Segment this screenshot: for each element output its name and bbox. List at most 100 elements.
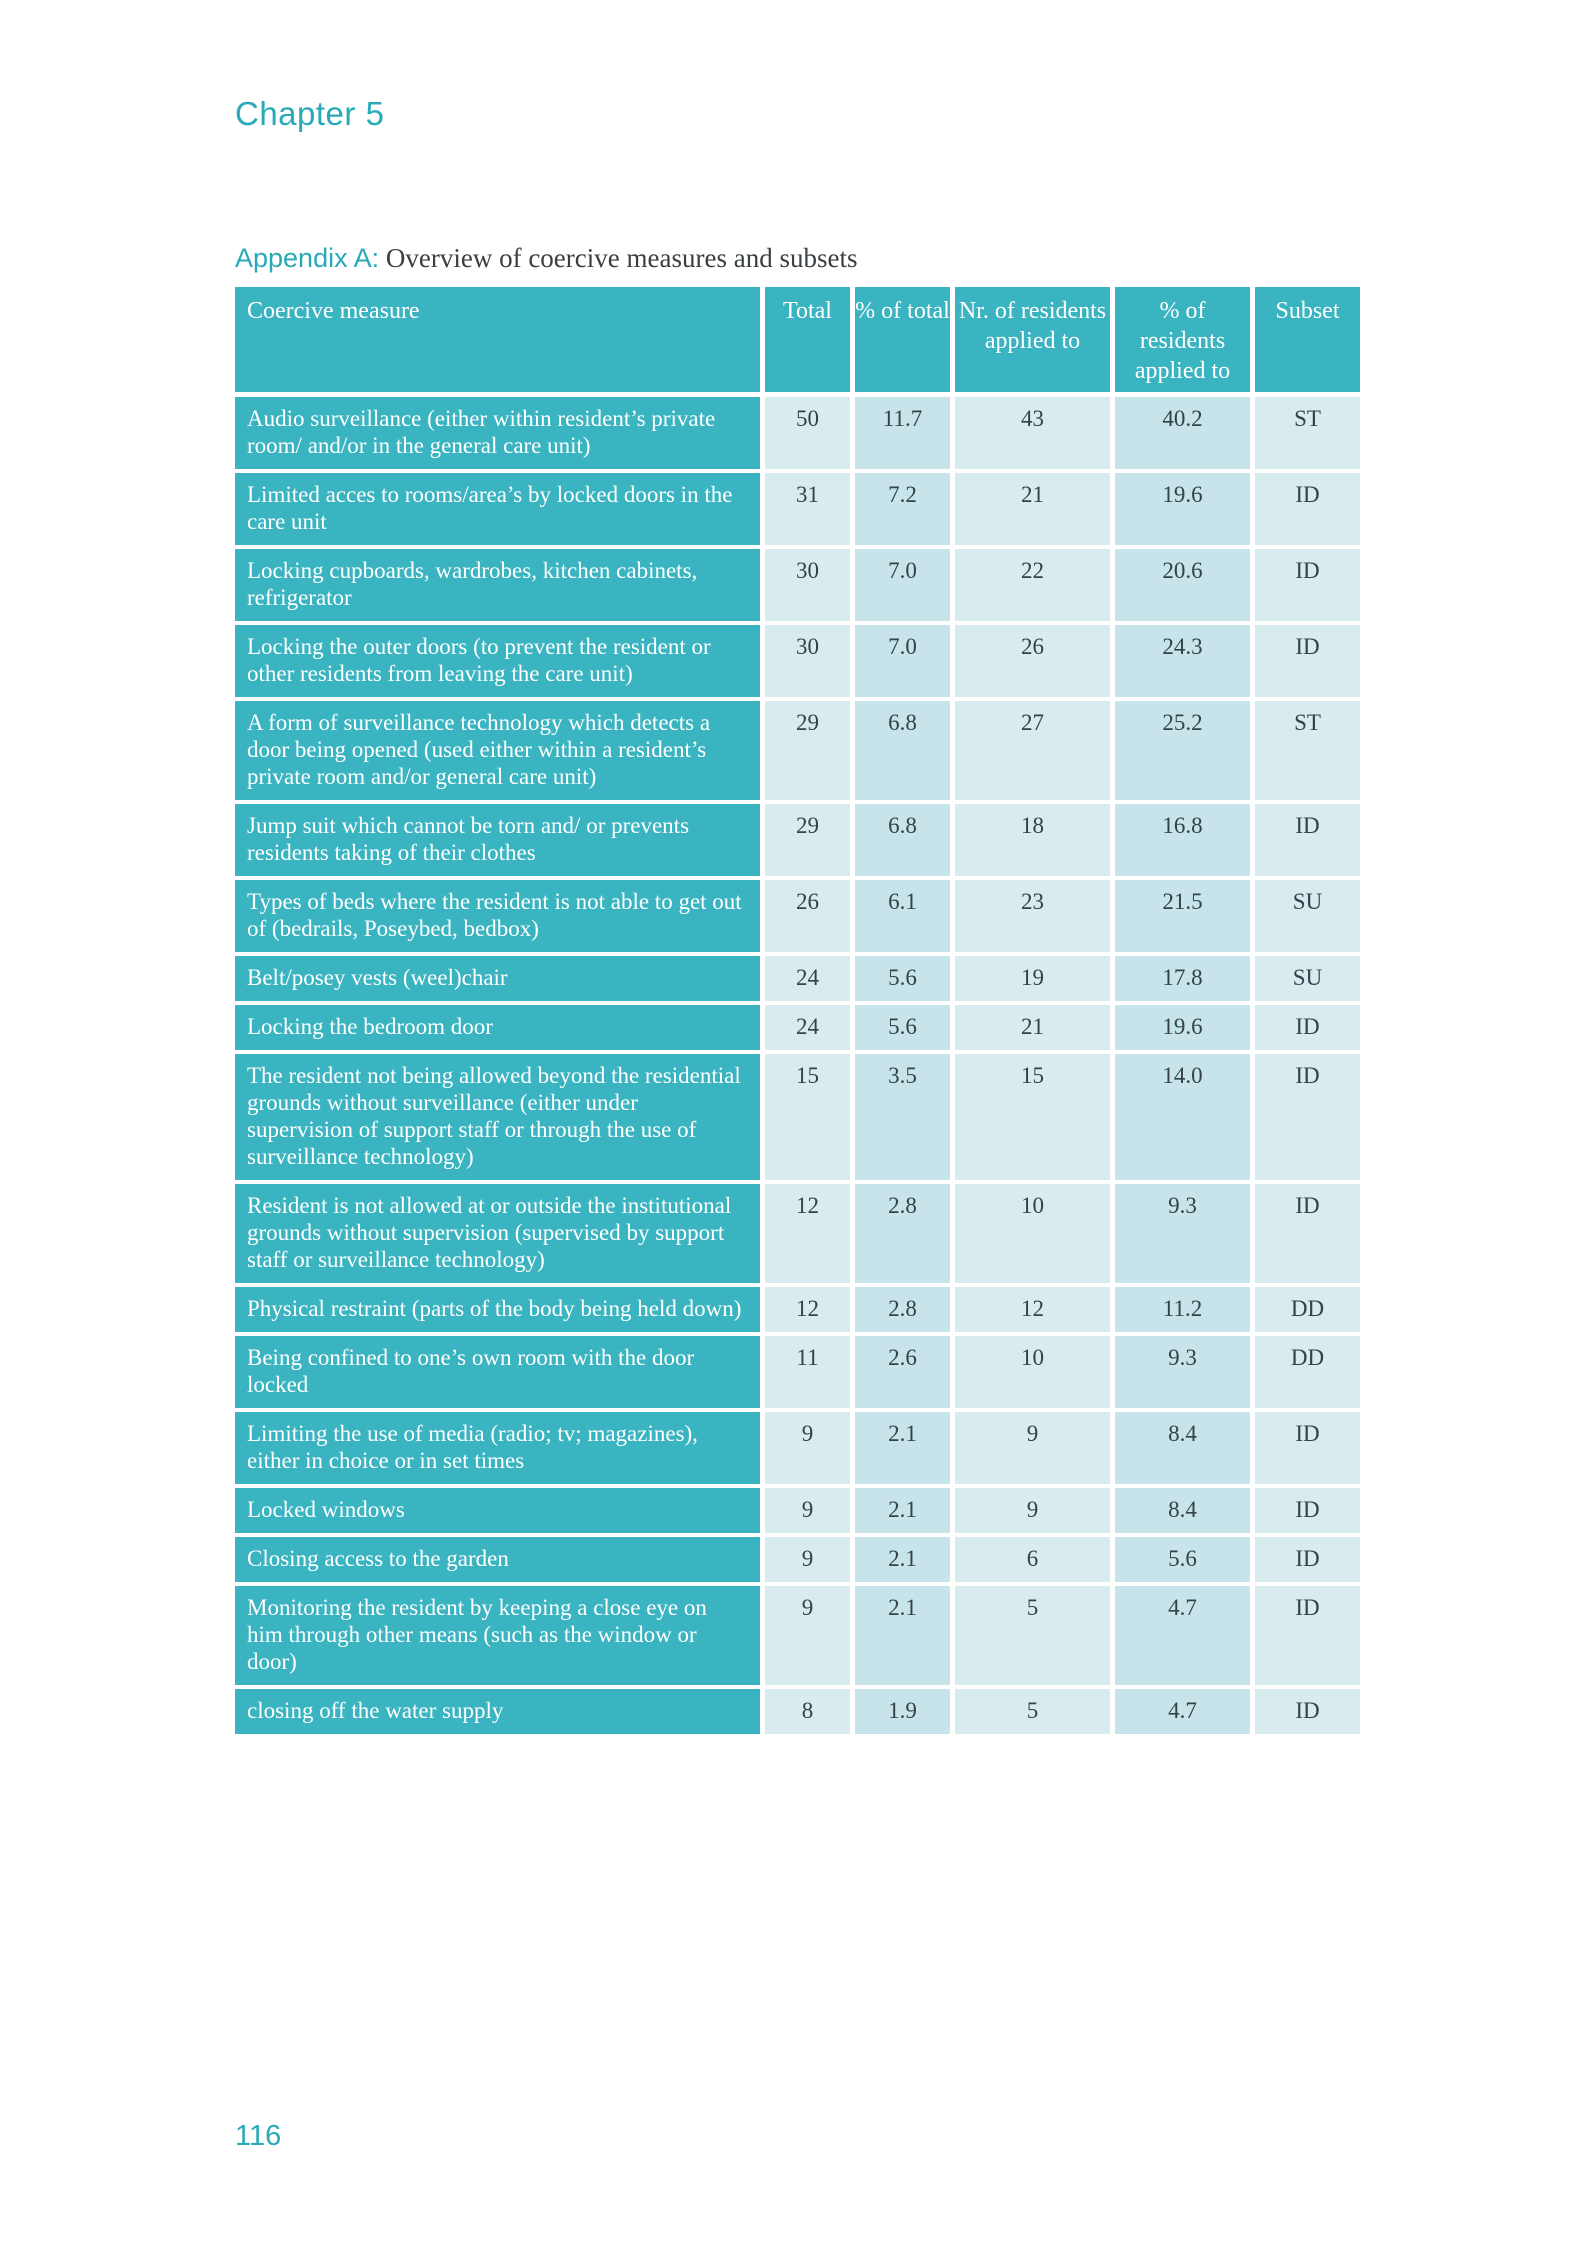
measure-cell: Locking the bedroom door bbox=[235, 1005, 760, 1050]
pct-residents-cell: 5.6 bbox=[1115, 1537, 1250, 1582]
header-coercive-measure: Coercive measure bbox=[235, 287, 760, 392]
appendix-title: Appendix A: Overview of coercive measure… bbox=[235, 243, 857, 274]
subset-cell: ID bbox=[1255, 804, 1360, 876]
pct-residents-cell: 16.8 bbox=[1115, 804, 1250, 876]
pct-residents-cell: 40.2 bbox=[1115, 397, 1250, 469]
nr-residents-cell: 18 bbox=[955, 804, 1110, 876]
total-cell: 15 bbox=[765, 1054, 850, 1180]
total-cell: 8 bbox=[765, 1689, 850, 1734]
pct-residents-cell: 17.8 bbox=[1115, 956, 1250, 1001]
header-total: Total bbox=[765, 287, 850, 392]
total-cell: 11 bbox=[765, 1336, 850, 1408]
subset-cell: ID bbox=[1255, 1184, 1360, 1283]
pct-residents-cell: 14.0 bbox=[1115, 1054, 1250, 1180]
nr-residents-cell: 43 bbox=[955, 397, 1110, 469]
table-row: Being confined to one’s own room with th… bbox=[235, 1336, 1360, 1408]
pct-residents-cell: 20.6 bbox=[1115, 549, 1250, 621]
subset-cell: ST bbox=[1255, 701, 1360, 800]
table-row: Closing access to the garden 9 2.1 6 5.6… bbox=[235, 1537, 1360, 1582]
pct-residents-cell: 11.2 bbox=[1115, 1287, 1250, 1332]
pct-total-cell: 7.0 bbox=[855, 625, 950, 697]
nr-residents-cell: 15 bbox=[955, 1054, 1110, 1180]
subset-cell: SU bbox=[1255, 880, 1360, 952]
measure-cell: closing off the water supply bbox=[235, 1689, 760, 1734]
pct-total-cell: 2.1 bbox=[855, 1586, 950, 1685]
pct-total-cell: 6.8 bbox=[855, 701, 950, 800]
table-row: Locking the outer doors (to prevent the … bbox=[235, 625, 1360, 697]
pct-total-cell: 7.0 bbox=[855, 549, 950, 621]
table-row: The resident not being allowed beyond th… bbox=[235, 1054, 1360, 1180]
table-row: Locked windows 9 2.1 9 8.4 ID bbox=[235, 1488, 1360, 1533]
pct-total-cell: 2.8 bbox=[855, 1184, 950, 1283]
measure-cell: Monitoring the resident by keeping a clo… bbox=[235, 1586, 760, 1685]
subset-cell: DD bbox=[1255, 1336, 1360, 1408]
header-subset: Subset bbox=[1255, 287, 1360, 392]
table-body: Audio surveillance (either within reside… bbox=[235, 397, 1360, 1734]
measure-cell: Limited acces to rooms/area’s by locked … bbox=[235, 473, 760, 545]
measure-cell: Belt/posey vests (weel)chair bbox=[235, 956, 760, 1001]
pct-residents-cell: 8.4 bbox=[1115, 1412, 1250, 1484]
subset-cell: ID bbox=[1255, 1412, 1360, 1484]
pct-total-cell: 2.1 bbox=[855, 1537, 950, 1582]
subset-cell: ST bbox=[1255, 397, 1360, 469]
pct-residents-cell: 21.5 bbox=[1115, 880, 1250, 952]
measure-cell: Being confined to one’s own room with th… bbox=[235, 1336, 760, 1408]
subset-cell: ID bbox=[1255, 1689, 1360, 1734]
table-row: Resident is not allowed at or outside th… bbox=[235, 1184, 1360, 1283]
pct-total-cell: 6.8 bbox=[855, 804, 950, 876]
pct-total-cell: 11.7 bbox=[855, 397, 950, 469]
pct-total-cell: 5.6 bbox=[855, 1005, 950, 1050]
subset-cell: ID bbox=[1255, 549, 1360, 621]
nr-residents-cell: 27 bbox=[955, 701, 1110, 800]
nr-residents-cell: 5 bbox=[955, 1689, 1110, 1734]
table-row: Locking the bedroom door 24 5.6 21 19.6 … bbox=[235, 1005, 1360, 1050]
total-cell: 12 bbox=[765, 1184, 850, 1283]
table-row: Limiting the use of media (radio; tv; ma… bbox=[235, 1412, 1360, 1484]
appendix-title-text: Overview of coercive measures and subset… bbox=[379, 243, 858, 273]
subset-cell: ID bbox=[1255, 473, 1360, 545]
total-cell: 29 bbox=[765, 701, 850, 800]
coercive-measures-table: Coercive measure Total % of total Nr. of… bbox=[235, 287, 1360, 1738]
measure-cell: Types of beds where the resident is not … bbox=[235, 880, 760, 952]
pct-total-cell: 5.6 bbox=[855, 956, 950, 1001]
pct-total-cell: 2.1 bbox=[855, 1412, 950, 1484]
header-pct-residents: % of residents applied to bbox=[1115, 287, 1250, 392]
pct-total-cell: 6.1 bbox=[855, 880, 950, 952]
subset-cell: ID bbox=[1255, 1005, 1360, 1050]
table-row: Types of beds where the resident is not … bbox=[235, 880, 1360, 952]
total-cell: 30 bbox=[765, 549, 850, 621]
nr-residents-cell: 5 bbox=[955, 1586, 1110, 1685]
nr-residents-cell: 12 bbox=[955, 1287, 1110, 1332]
subset-cell: ID bbox=[1255, 1054, 1360, 1180]
total-cell: 9 bbox=[765, 1412, 850, 1484]
total-cell: 9 bbox=[765, 1488, 850, 1533]
pct-total-cell: 3.5 bbox=[855, 1054, 950, 1180]
table-row: Physical restraint (parts of the body be… bbox=[235, 1287, 1360, 1332]
nr-residents-cell: 21 bbox=[955, 473, 1110, 545]
total-cell: 29 bbox=[765, 804, 850, 876]
total-cell: 12 bbox=[765, 1287, 850, 1332]
nr-residents-cell: 6 bbox=[955, 1537, 1110, 1582]
measure-cell: Limiting the use of media (radio; tv; ma… bbox=[235, 1412, 760, 1484]
nr-residents-cell: 21 bbox=[955, 1005, 1110, 1050]
measure-cell: Audio surveillance (either within reside… bbox=[235, 397, 760, 469]
measure-cell: Locking the outer doors (to prevent the … bbox=[235, 625, 760, 697]
pct-total-cell: 1.9 bbox=[855, 1689, 950, 1734]
total-cell: 24 bbox=[765, 1005, 850, 1050]
measure-cell: Jump suit which cannot be torn and/ or p… bbox=[235, 804, 760, 876]
table-header-row: Coercive measure Total % of total Nr. of… bbox=[235, 287, 1360, 392]
pct-residents-cell: 19.6 bbox=[1115, 473, 1250, 545]
measure-cell: Locking cupboards, wardrobes, kitchen ca… bbox=[235, 549, 760, 621]
measure-cell: Closing access to the garden bbox=[235, 1537, 760, 1582]
table-row: closing off the water supply 8 1.9 5 4.7… bbox=[235, 1689, 1360, 1734]
nr-residents-cell: 26 bbox=[955, 625, 1110, 697]
table-row: Audio surveillance (either within reside… bbox=[235, 397, 1360, 469]
total-cell: 26 bbox=[765, 880, 850, 952]
table-row: Monitoring the resident by keeping a clo… bbox=[235, 1586, 1360, 1685]
table-row: A form of surveillance technology which … bbox=[235, 701, 1360, 800]
pct-total-cell: 2.8 bbox=[855, 1287, 950, 1332]
nr-residents-cell: 10 bbox=[955, 1184, 1110, 1283]
table-row: Jump suit which cannot be torn and/ or p… bbox=[235, 804, 1360, 876]
pct-residents-cell: 9.3 bbox=[1115, 1336, 1250, 1408]
pct-residents-cell: 24.3 bbox=[1115, 625, 1250, 697]
